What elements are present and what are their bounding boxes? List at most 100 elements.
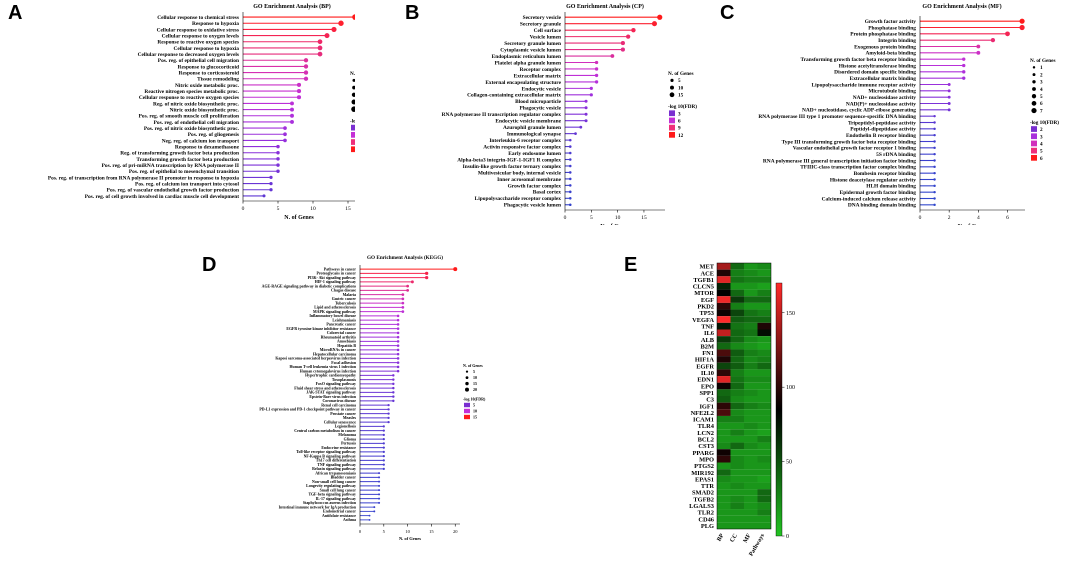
term-label: Reg. of transforming growth factor beta … — [120, 151, 239, 157]
term-label: Melanoma — [338, 433, 356, 437]
bp-lollipop-chart: GO Enrichment Analysis (BP) Cellular resp… — [48, 3, 379, 221]
lollipop-dot — [568, 151, 572, 155]
lollipop-dot — [620, 41, 625, 46]
x-tick-label: 5 — [590, 215, 593, 221]
lollipop-dot — [584, 106, 588, 110]
heatmap-cell — [744, 382, 758, 390]
legend-color-swatch — [669, 124, 675, 131]
heatmap-cell — [757, 422, 771, 430]
term-label: TFIIIC-class transcription factor comple… — [800, 165, 916, 171]
legend-count-value: 5 — [1040, 94, 1043, 100]
lollipop-dot — [990, 38, 996, 43]
term-label: Growth factor activity — [865, 19, 917, 25]
lollipop-dot — [290, 101, 294, 106]
heatmap-cell — [744, 316, 758, 323]
term-label: Human cytomegalovirus infection — [300, 369, 357, 373]
term-label: Receptor complex — [520, 67, 562, 73]
heatmap-cell — [744, 309, 758, 317]
heatmap-cell — [757, 429, 771, 436]
heatmap-row-label: MET — [699, 264, 714, 271]
legend-color-swatch — [1031, 154, 1037, 161]
legend-count-value: 2 — [1040, 72, 1043, 78]
term-label: Integrin binding — [878, 38, 916, 44]
legend-color-value: 9 — [678, 126, 681, 132]
legend-color-value: 6 — [1040, 156, 1043, 162]
legend-size-dot — [1032, 80, 1036, 84]
legend-count-value: 6 — [1040, 101, 1043, 107]
heatmap-cell — [757, 402, 771, 410]
term-label: Disordered domain specific binding — [834, 70, 916, 76]
term-label: Reg. of nitric oxide biosynthetic proc. — [153, 101, 240, 107]
lollipop-dot — [382, 425, 385, 428]
heatmap-cell — [730, 409, 744, 416]
heatmap-cell — [757, 302, 771, 310]
lollipop-dot — [378, 493, 381, 496]
heatmap-cell — [744, 396, 758, 403]
heatmap-cell — [730, 329, 744, 337]
term-label: Insulin-like growth factor ternary compl… — [463, 164, 562, 170]
term-label: Toxoplasmosis — [332, 378, 357, 382]
heatmap-cell — [757, 489, 771, 496]
panel-cp: B GO Enrichment Analysis (CP) Secretory v… — [355, 0, 710, 230]
heatmap-cell — [730, 495, 744, 503]
heatmap-cell — [730, 356, 744, 363]
legend-color-swatch — [464, 402, 470, 408]
term-label: Endocytic vesicle membrane — [495, 119, 561, 125]
lollipop-dot — [584, 99, 588, 103]
heatmap-row-label: TTR — [701, 483, 715, 490]
term-label: Secretory granule — [520, 22, 562, 28]
heatmap-cell — [744, 515, 758, 523]
heatmap-cell — [744, 269, 758, 277]
x-tick-label: 10 — [615, 215, 621, 221]
heatmap-cell — [757, 296, 771, 303]
heatmap-cell — [717, 502, 731, 510]
heatmap-cell — [717, 462, 731, 470]
term-label: Extracellular matrix binding — [850, 76, 917, 82]
term-label: Lipopolysaccharide receptor complex — [475, 196, 562, 202]
term-label: Cellular response to chemical stress — [157, 15, 239, 21]
heatmap-row-label: IL10 — [701, 370, 714, 377]
legend-count-value: 15 — [473, 381, 477, 386]
term-label: Measles — [343, 416, 357, 420]
heatmap-cell — [757, 455, 771, 463]
term-label: MicroRNAs in cancer — [320, 348, 357, 352]
panel-kegg: D GO Enrichment Analysis (KEGG) Pathways … — [180, 250, 550, 550]
heatmap-cell — [744, 489, 758, 496]
term-label: Cytoplasmic vesicle lumen — [500, 47, 561, 53]
term-label: Pos. reg. of epithelial cell migration — [158, 58, 239, 64]
lollipop-dot — [276, 163, 280, 167]
heatmap-cell — [730, 369, 744, 377]
lollipop-dot — [382, 446, 385, 449]
panel-mf: C GO Enrichment Analysis (MF) Growth fact… — [710, 0, 1065, 230]
term-label: Response to dexamethasone — [175, 144, 240, 150]
term-label: Pancreatic cancer — [326, 323, 356, 327]
lollipop-dot — [303, 58, 309, 63]
heatmap-cell — [744, 495, 758, 503]
term-label: Secretory granule lumen — [504, 41, 561, 47]
heatmap-cell — [744, 502, 758, 510]
heatmap-cell — [717, 289, 731, 297]
legend-size-dot — [670, 85, 674, 90]
heatmap-cell — [744, 336, 758, 343]
legend-count-value: 1 — [1040, 65, 1043, 71]
heatmap-cell — [730, 389, 744, 396]
heatmap-cell — [717, 422, 731, 430]
heatmap-row-label: TLR4 — [698, 423, 715, 430]
heatmap-cell — [744, 522, 758, 529]
legend-size-dot — [669, 92, 675, 98]
term-label: Cellular response to reactive oxygen spe… — [139, 95, 239, 101]
lollipop-dot — [392, 378, 395, 381]
term-label: Phosphatase binding — [868, 25, 916, 31]
lollipop-dot — [933, 197, 936, 200]
heatmap-cell — [717, 449, 731, 456]
lollipop-dot — [933, 114, 936, 118]
legend-color-title: -log 10(FDR) — [1030, 119, 1059, 126]
lollipop-dot — [453, 267, 458, 272]
term-label: Vascular endothelial growth factor recep… — [793, 146, 917, 152]
lollipop-dot — [276, 169, 280, 173]
legend-color-swatch — [1031, 147, 1037, 154]
lollipop-dot — [568, 171, 572, 174]
heatmap-cell — [717, 522, 731, 529]
term-label: Nitric oxide metabolic proc. — [175, 83, 240, 89]
heatmap-row-label: MPO — [699, 456, 714, 463]
